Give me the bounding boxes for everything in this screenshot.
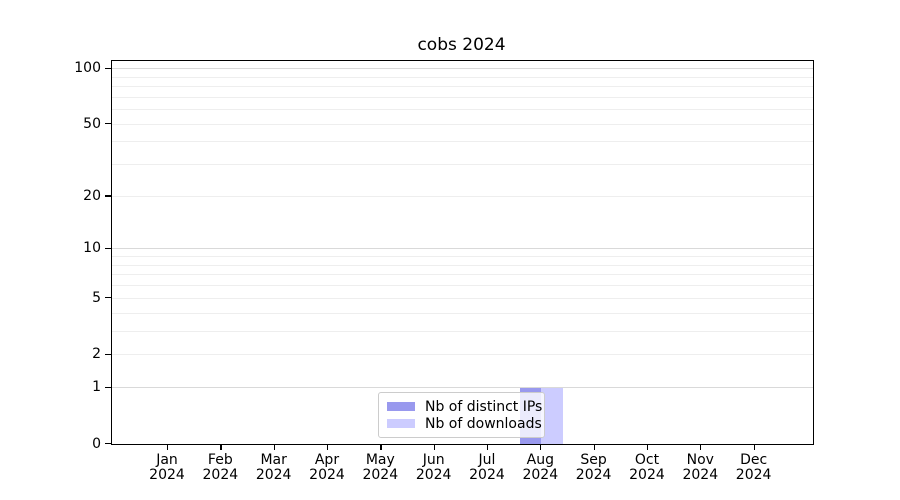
y-gridline-major [112,68,813,70]
x-tick [700,444,702,450]
y-tick-label: 5 [92,289,101,306]
x-tick-label: Apr 2024 [309,452,345,483]
y-tick-label: 2 [92,346,101,363]
y-tick [105,297,111,299]
y-gridline-minor [112,312,813,314]
y-tick-label: 20 [83,187,101,204]
y-gridline-minor [112,274,813,276]
chart-title: cobs 2024 [417,35,506,55]
y-tick-label: 10 [83,240,101,257]
y-gridline-minor [112,123,813,125]
x-tick-label: Dec 2024 [735,452,772,483]
x-tick [220,444,222,450]
x-tick [753,444,755,450]
x-tick-label: Nov 2024 [682,452,719,483]
y-gridline-major [112,387,813,389]
y-gridline-minor [112,96,813,98]
y-tick-label: 50 [83,115,101,132]
y-gridline-minor [112,264,813,266]
legend-label-distinct-ips: Nb of distinct IPs [425,398,543,415]
x-tick [380,444,382,450]
bar-downloads [541,387,563,444]
y-tick-label: 100 [74,60,101,77]
y-gridline-minor [112,141,813,143]
y-gridline-major [112,248,813,250]
legend-item-downloads: Nb of downloads [387,415,542,432]
y-gridline-minor [112,297,813,299]
x-tick [646,444,649,450]
x-tick [540,444,542,450]
x-tick [593,444,595,450]
y-gridline-minor [112,86,813,88]
y-tick [105,67,111,69]
y-gridline-minor [112,256,813,258]
x-tick-label: May 2024 [362,452,399,483]
x-tick-label: Aug 2024 [522,452,559,483]
legend-swatch-downloads [387,419,415,428]
y-tick-label: 1 [92,379,101,396]
y-tick [105,353,111,355]
x-tick [326,444,329,450]
plot-area: Nb of distinct IPs Nb of downloads [111,60,814,445]
x-tick [273,444,275,450]
x-tick [433,444,435,450]
x-tick [486,444,489,450]
y-gridline-minor [112,164,813,166]
legend-item-distinct-ips: Nb of distinct IPs [387,398,542,415]
y-gridline-minor [112,76,813,78]
y-gridline-minor [112,354,813,356]
legend: Nb of distinct IPs Nb of downloads [378,392,545,438]
y-gridline-minor [112,330,813,332]
x-tick-label: Jan 2024 [149,452,185,483]
x-tick-label: Jul 2024 [469,452,505,483]
x-tick-label: Jun 2024 [415,452,452,483]
y-tick [105,443,111,445]
y-gridline-minor [112,109,813,111]
y-tick [105,386,111,388]
x-tick-label: Mar 2024 [255,452,292,483]
x-tick-label: Sep 2024 [575,452,612,483]
y-tick [105,247,111,250]
y-tick-label: 0 [92,435,101,452]
legend-swatch-distinct-ips [387,402,415,411]
y-tick [105,195,111,197]
legend-label-downloads: Nb of downloads [425,415,542,432]
y-gridline-minor [112,195,813,197]
x-tick-label: Feb 2024 [202,452,239,483]
x-tick [167,444,169,450]
x-tick-label: Oct 2024 [629,452,665,483]
y-tick [105,123,111,125]
y-gridline-minor [112,285,813,287]
